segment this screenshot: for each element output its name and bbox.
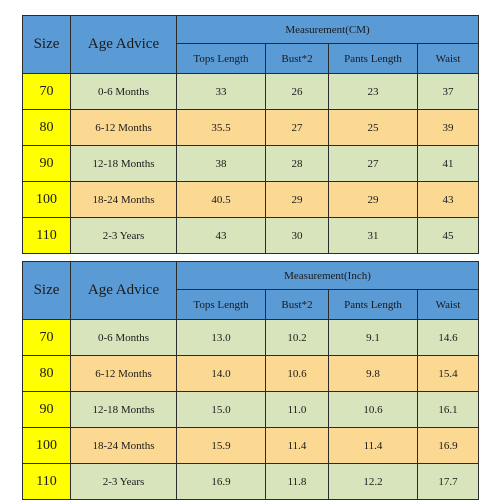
size-chart-inch-table: Size Age Advice Measurement(Inch) Tops L…: [22, 261, 479, 500]
table-row: 100 18-24 Months 15.9 11.4 11.4 16.9: [22, 427, 479, 464]
tops-length-cell: 33: [176, 73, 266, 110]
table-row: 110 2-3 Years 43 30 31 45: [22, 217, 479, 254]
pants-length-cell: 9.1: [328, 319, 418, 356]
column-header-pants-length: Pants Length: [328, 289, 418, 320]
age-cell: 12-18 Months: [70, 391, 177, 428]
measurement-header: Measurement(CM): [176, 15, 479, 44]
bust-cell: 11.8: [265, 463, 329, 500]
waist-cell: 45: [417, 217, 479, 254]
bust-cell: 10.2: [265, 319, 329, 356]
waist-cell: 16.9: [417, 427, 479, 464]
size-cell: 100: [22, 427, 71, 464]
age-advice-header: Age Advice: [70, 15, 177, 74]
column-header-pants-length: Pants Length: [328, 43, 418, 74]
waist-cell: 37: [417, 73, 479, 110]
waist-cell: 15.4: [417, 355, 479, 392]
pants-length-cell: 10.6: [328, 391, 418, 428]
size-cell: 70: [22, 319, 71, 356]
column-header-bust: Bust*2: [265, 289, 329, 320]
measurement-header: Measurement(Inch): [176, 261, 479, 290]
size-cell: 80: [22, 355, 71, 392]
size-cell: 90: [22, 391, 71, 428]
size-header: Size: [22, 15, 71, 74]
age-cell: 0-6 Months: [70, 319, 177, 356]
pants-length-cell: 23: [328, 73, 418, 110]
column-header-tops-length: Tops Length: [176, 43, 266, 74]
pants-length-cell: 9.8: [328, 355, 418, 392]
size-cell: 80: [22, 109, 71, 146]
tops-length-cell: 35.5: [176, 109, 266, 146]
tops-length-cell: 15.0: [176, 391, 266, 428]
bust-cell: 26: [265, 73, 329, 110]
tops-length-cell: 13.0: [176, 319, 266, 356]
size-cell: 110: [22, 463, 71, 500]
size-cell: 110: [22, 217, 71, 254]
age-cell: 2-3 Years: [70, 217, 177, 254]
table-row: 80 6-12 Months 14.0 10.6 9.8 15.4: [22, 355, 479, 392]
table-row: 110 2-3 Years 16.9 11.8 12.2 17.7: [22, 463, 479, 500]
bust-cell: 29: [265, 181, 329, 218]
tops-length-cell: 14.0: [176, 355, 266, 392]
age-cell: 6-12 Months: [70, 109, 177, 146]
waist-cell: 16.1: [417, 391, 479, 428]
age-cell: 18-24 Months: [70, 181, 177, 218]
waist-cell: 41: [417, 145, 479, 182]
column-header-bust: Bust*2: [265, 43, 329, 74]
size-chart-cm-table: Size Age Advice Measurement(CM) Tops Len…: [22, 15, 479, 254]
size-cell: 70: [22, 73, 71, 110]
bust-cell: 10.6: [265, 355, 329, 392]
size-cell: 90: [22, 145, 71, 182]
pants-length-cell: 31: [328, 217, 418, 254]
size-cell: 100: [22, 181, 71, 218]
tops-length-cell: 43: [176, 217, 266, 254]
pants-length-cell: 29: [328, 181, 418, 218]
waist-cell: 14.6: [417, 319, 479, 356]
waist-cell: 43: [417, 181, 479, 218]
column-header-tops-length: Tops Length: [176, 289, 266, 320]
age-cell: 6-12 Months: [70, 355, 177, 392]
size-header: Size: [22, 261, 71, 320]
age-cell: 18-24 Months: [70, 427, 177, 464]
table-row: 80 6-12 Months 35.5 27 25 39: [22, 109, 479, 146]
age-cell: 12-18 Months: [70, 145, 177, 182]
age-advice-header: Age Advice: [70, 261, 177, 320]
table-row: 90 12-18 Months 38 28 27 41: [22, 145, 479, 182]
column-header-waist: Waist: [417, 289, 479, 320]
pants-length-cell: 25: [328, 109, 418, 146]
age-cell: 2-3 Years: [70, 463, 177, 500]
pants-length-cell: 27: [328, 145, 418, 182]
table-row: 90 12-18 Months 15.0 11.0 10.6 16.1: [22, 391, 479, 428]
bust-cell: 28: [265, 145, 329, 182]
tops-length-cell: 40.5: [176, 181, 266, 218]
bust-cell: 30: [265, 217, 329, 254]
table-row: 70 0-6 Months 13.0 10.2 9.1 14.6: [22, 319, 479, 356]
age-cell: 0-6 Months: [70, 73, 177, 110]
tops-length-cell: 15.9: [176, 427, 266, 464]
waist-cell: 39: [417, 109, 479, 146]
pants-length-cell: 12.2: [328, 463, 418, 500]
column-header-waist: Waist: [417, 43, 479, 74]
waist-cell: 17.7: [417, 463, 479, 500]
tops-length-cell: 38: [176, 145, 266, 182]
bust-cell: 11.0: [265, 391, 329, 428]
tops-length-cell: 16.9: [176, 463, 266, 500]
bust-cell: 27: [265, 109, 329, 146]
pants-length-cell: 11.4: [328, 427, 418, 464]
table-row: 70 0-6 Months 33 26 23 37: [22, 73, 479, 110]
bust-cell: 11.4: [265, 427, 329, 464]
table-row: 100 18-24 Months 40.5 29 29 43: [22, 181, 479, 218]
